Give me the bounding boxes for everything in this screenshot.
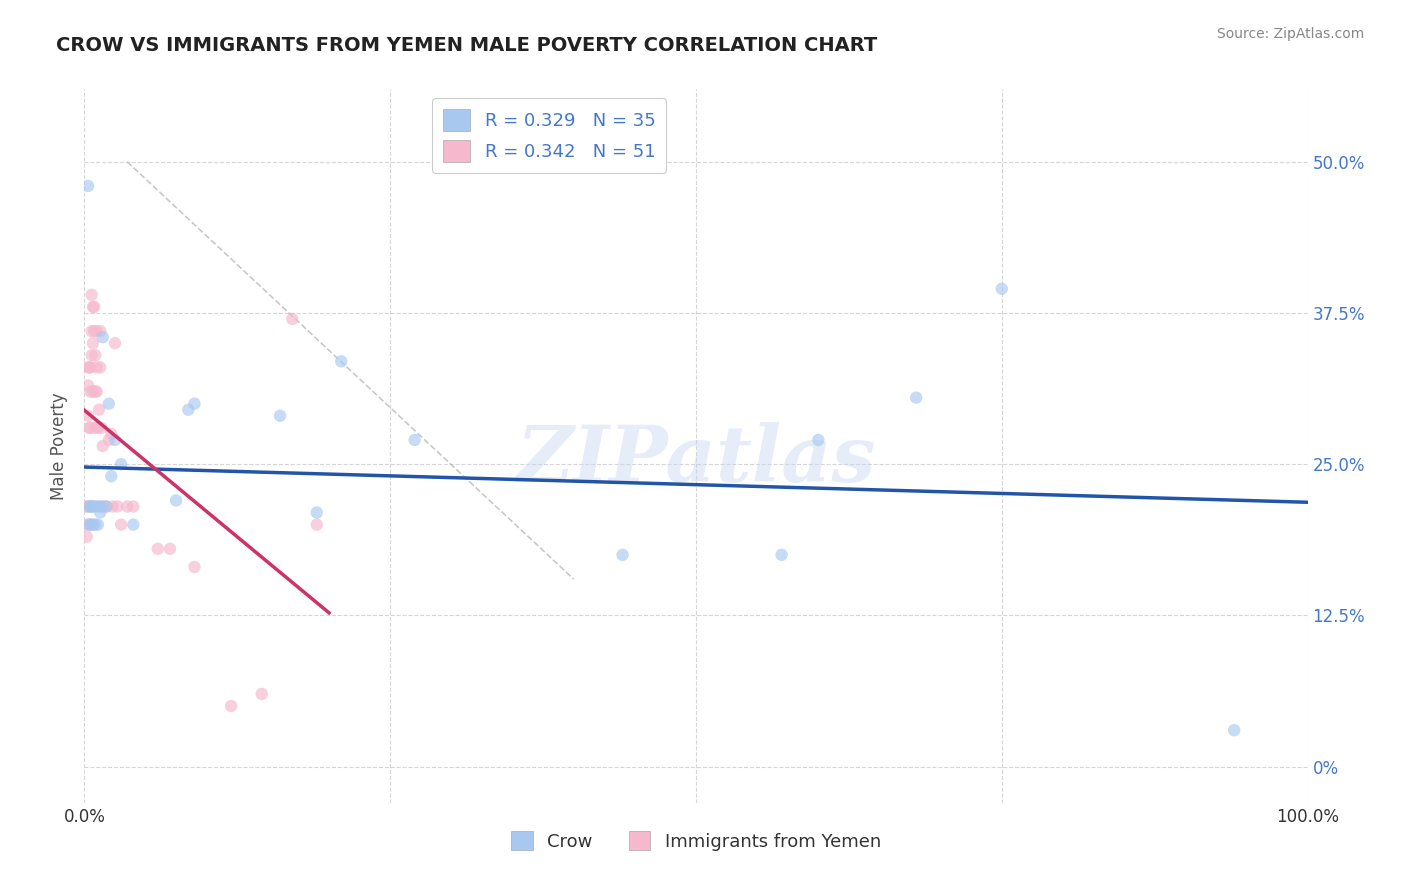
- Point: [77, 360, 100, 375]
- Point: [80, 288, 103, 302]
- Point: [110, 517, 132, 532]
- Point: [330, 354, 353, 368]
- Point: [82, 384, 104, 399]
- Point: [269, 409, 291, 423]
- Point: [87, 421, 110, 435]
- Point: [110, 457, 132, 471]
- Point: [122, 517, 145, 532]
- Point: [100, 469, 122, 483]
- Point: [159, 541, 181, 556]
- Point: [80, 500, 103, 514]
- Point: [89, 324, 111, 338]
- Point: [79, 500, 101, 514]
- Point: [90, 421, 112, 435]
- Point: [77, 409, 100, 423]
- Point: [183, 560, 205, 574]
- Point: [84, 421, 107, 435]
- Point: [177, 402, 200, 417]
- Point: [905, 391, 928, 405]
- Point: [96, 500, 118, 514]
- Point: [146, 541, 169, 556]
- Point: [77, 178, 100, 193]
- Point: [770, 548, 793, 562]
- Point: [101, 500, 124, 514]
- Point: [79, 360, 101, 375]
- Text: Source: ZipAtlas.com: Source: ZipAtlas.com: [1216, 27, 1364, 41]
- Y-axis label: Male Poverty: Male Poverty: [51, 392, 69, 500]
- Point: [93, 500, 115, 514]
- Point: [991, 282, 1014, 296]
- Point: [612, 548, 634, 562]
- Point: [807, 433, 830, 447]
- Point: [104, 433, 127, 447]
- Point: [86, 324, 108, 338]
- Legend: Crow, Immigrants from Yemen: Crow, Immigrants from Yemen: [503, 824, 889, 858]
- Point: [122, 500, 145, 514]
- Point: [115, 500, 138, 514]
- Point: [83, 324, 105, 338]
- Point: [87, 500, 110, 514]
- Point: [84, 517, 107, 532]
- Point: [105, 500, 128, 514]
- Point: [86, 384, 108, 399]
- Point: [83, 500, 105, 514]
- Point: [76, 517, 98, 532]
- Point: [82, 300, 104, 314]
- Point: [97, 397, 120, 411]
- Point: [79, 500, 101, 514]
- Point: [77, 421, 100, 435]
- Point: [79, 517, 101, 532]
- Point: [77, 378, 100, 392]
- Point: [91, 330, 114, 344]
- Point: [281, 312, 304, 326]
- Point: [404, 433, 426, 447]
- Point: [76, 530, 98, 544]
- Point: [83, 300, 105, 314]
- Point: [100, 426, 122, 441]
- Point: [97, 433, 120, 447]
- Point: [165, 493, 187, 508]
- Point: [305, 506, 328, 520]
- Point: [87, 402, 110, 417]
- Point: [80, 348, 103, 362]
- Point: [79, 384, 101, 399]
- Point: [90, 500, 112, 514]
- Point: [77, 500, 100, 514]
- Text: ZIPatlas: ZIPatlas: [516, 422, 876, 499]
- Point: [79, 517, 101, 532]
- Point: [76, 500, 98, 514]
- Point: [104, 336, 127, 351]
- Point: [87, 517, 110, 532]
- Point: [80, 324, 103, 338]
- Point: [84, 348, 107, 362]
- Point: [305, 517, 328, 532]
- Point: [89, 506, 111, 520]
- Point: [84, 384, 107, 399]
- Point: [89, 360, 111, 375]
- Point: [250, 687, 273, 701]
- Point: [86, 360, 108, 375]
- Point: [79, 421, 101, 435]
- Point: [91, 439, 114, 453]
- Point: [1223, 723, 1246, 738]
- Point: [86, 500, 108, 514]
- Point: [82, 336, 104, 351]
- Point: [82, 517, 104, 532]
- Point: [183, 397, 205, 411]
- Point: [82, 500, 104, 514]
- Text: CROW VS IMMIGRANTS FROM YEMEN MALE POVERTY CORRELATION CHART: CROW VS IMMIGRANTS FROM YEMEN MALE POVER…: [56, 36, 877, 54]
- Point: [77, 360, 100, 375]
- Point: [96, 500, 118, 514]
- Point: [77, 500, 100, 514]
- Point: [77, 517, 100, 532]
- Point: [219, 699, 242, 714]
